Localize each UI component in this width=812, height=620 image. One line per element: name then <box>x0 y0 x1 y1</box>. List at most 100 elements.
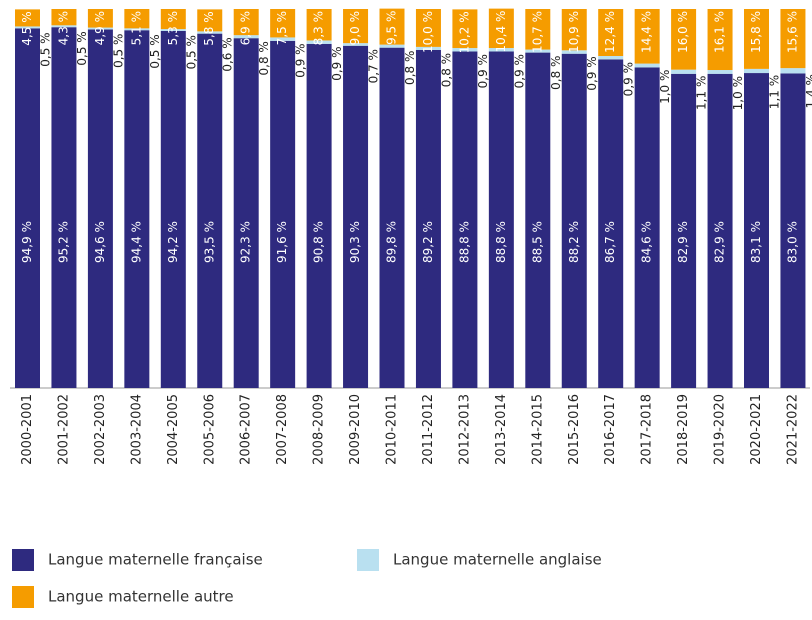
value-label: 0,9 % <box>585 56 599 90</box>
value-label: 88,8 % <box>494 221 508 263</box>
value-label: 92,3 % <box>239 221 253 263</box>
bar-segment <box>780 9 806 69</box>
bar-segment <box>452 51 478 388</box>
legend-swatch <box>12 586 34 608</box>
bar-segment <box>270 40 296 388</box>
value-label: 1,4 % <box>804 74 812 108</box>
value-label: 10,4 % <box>494 11 508 53</box>
bar-segment <box>343 45 369 388</box>
value-label: 0,5 % <box>184 35 198 69</box>
value-label: 88,5 % <box>530 221 544 263</box>
value-label: 0,9 % <box>330 46 344 80</box>
value-label: 88,8 % <box>457 221 471 263</box>
value-label: 15,6 % <box>785 11 799 53</box>
value-label: 0,8 % <box>549 56 563 90</box>
value-label: 0,6 % <box>221 37 235 71</box>
x-tick-label: 2009-2010 <box>348 394 363 465</box>
value-label: 89,2 % <box>421 221 435 263</box>
value-label: 91,6 % <box>275 221 289 263</box>
bar-segment <box>233 35 259 39</box>
value-label: 0,9 % <box>622 62 636 96</box>
value-label: 0,9 % <box>476 54 490 88</box>
bar-segment <box>160 30 186 389</box>
bar-segment <box>51 9 77 26</box>
value-label: 4,5 % <box>20 11 34 45</box>
value-label: 86,7 % <box>603 221 617 263</box>
value-label: 95,2 % <box>56 221 70 263</box>
bar-segment <box>634 63 660 68</box>
x-tick-label: 2003-2004 <box>129 394 144 465</box>
bar-segment <box>561 9 587 51</box>
bar-segment <box>671 73 697 389</box>
x-tick-label: 2014-2015 <box>530 394 545 465</box>
bar-segment <box>634 9 660 64</box>
legend-swatch <box>357 549 379 571</box>
value-label: 9,0 % <box>348 11 362 45</box>
value-label: 5,3 % <box>166 11 180 45</box>
x-tick-label: 2001-2002 <box>56 394 71 465</box>
value-label: 0,8 % <box>257 41 271 75</box>
x-tick-label: 2007-2008 <box>275 394 290 465</box>
bar-segment <box>51 25 77 28</box>
value-label: 94,2 % <box>166 221 180 263</box>
value-label: 0,5 % <box>148 34 162 68</box>
bar-segment <box>379 44 405 48</box>
bar-segment <box>780 73 806 389</box>
value-label: 1,1 % <box>695 76 709 110</box>
x-tick-label: 2004-2005 <box>166 394 181 465</box>
legend-swatch <box>12 549 34 571</box>
bar-segment <box>415 49 441 388</box>
value-label: 0,8 % <box>403 51 417 85</box>
value-label: 0,9 % <box>294 43 308 77</box>
value-label: 0,5 % <box>111 34 125 68</box>
value-label: 0,9 % <box>512 54 526 88</box>
value-label: 8,3 % <box>312 11 326 45</box>
bar-segment <box>452 9 478 49</box>
bar-segment <box>744 9 769 69</box>
value-label: 10,2 % <box>457 11 471 53</box>
value-label: 10,9 % <box>567 11 581 53</box>
value-label: 4,3 % <box>56 11 70 45</box>
value-label: 5,8 % <box>202 11 216 45</box>
value-label: 83,0 % <box>785 221 799 263</box>
bar-segment <box>160 9 186 30</box>
bar-segment <box>87 9 113 28</box>
x-tick-label: 2019-2020 <box>713 394 728 465</box>
bar-segment <box>124 9 150 29</box>
value-label: 0,5 % <box>75 31 89 65</box>
bar-segment <box>671 69 697 74</box>
x-tick-label: 2002-2003 <box>93 394 108 465</box>
bar-segment <box>525 52 551 389</box>
bar-segment <box>51 27 77 389</box>
value-label: 16,0 % <box>676 11 690 53</box>
value-label: 9,5 % <box>385 11 399 45</box>
value-label: 94,6 % <box>93 221 107 263</box>
value-label: 16,1 % <box>713 11 727 53</box>
value-label: 0,7 % <box>367 49 381 83</box>
value-label: 83,1 % <box>749 221 763 263</box>
bar-segment <box>197 9 223 32</box>
value-label: 4,9 % <box>93 11 107 45</box>
value-label: 6,9 % <box>239 11 253 45</box>
x-tick-label: 2008-2009 <box>312 394 327 465</box>
bar-segment <box>379 47 405 389</box>
x-tick-label: 2010-2011 <box>385 394 400 465</box>
value-label: 93,5 % <box>202 221 216 263</box>
bar-segment <box>415 9 441 47</box>
bar-segment <box>561 53 587 389</box>
bar-segment <box>343 43 369 46</box>
x-tick-label: 2013-2014 <box>494 394 509 465</box>
bar-segment <box>197 31 223 34</box>
bar-segment <box>379 8 405 45</box>
value-label: 15,8 % <box>749 11 763 53</box>
bar-segment <box>306 40 332 44</box>
bar-segment <box>598 59 624 388</box>
bar-segment <box>488 8 514 49</box>
bar-segment <box>87 29 113 388</box>
x-tick-label: 2018-2019 <box>676 394 691 465</box>
bar-segment <box>452 48 478 52</box>
value-label: 82,9 % <box>676 221 690 263</box>
value-label: 10,7 % <box>530 11 544 53</box>
bar-segment <box>15 28 40 388</box>
value-label: 94,9 % <box>20 221 34 263</box>
